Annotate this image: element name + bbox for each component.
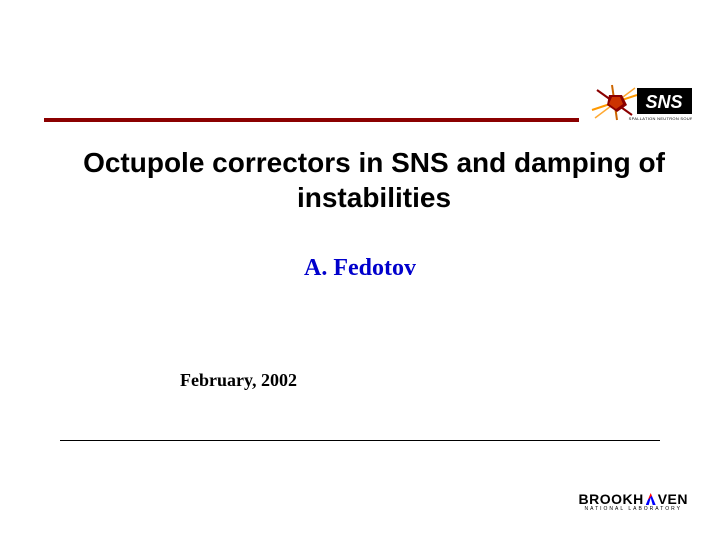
svg-text:SPALLATION NEUTRON SOURCE: SPALLATION NEUTRON SOURCE <box>629 116 692 121</box>
brookhaven-main-text: BROOKH VEN <box>578 491 688 507</box>
brookhaven-sub-text: NATIONAL LABORATORY <box>578 506 688 512</box>
bottom-horizontal-rule <box>60 440 660 441</box>
brookhaven-accent-icon <box>646 493 656 505</box>
brookhaven-logo: BROOKH VEN NATIONAL LABORATORY <box>578 491 688 512</box>
svg-text:SNS: SNS <box>645 92 682 112</box>
sns-logo: SNS SPALLATION NEUTRON SOURCE <box>587 80 692 135</box>
top-horizontal-rule <box>44 118 579 122</box>
slide-container: SNS SPALLATION NEUTRON SOURCE Octupole c… <box>0 0 720 540</box>
slide-author: A. Fedotov <box>0 255 720 282</box>
brookhaven-text-part1: BROOKH <box>578 491 643 507</box>
slide-title: Octupole correctors in SNS and damping o… <box>58 145 690 215</box>
brookhaven-text-part2: VEN <box>658 491 688 507</box>
slide-date: February, 2002 <box>180 370 297 391</box>
